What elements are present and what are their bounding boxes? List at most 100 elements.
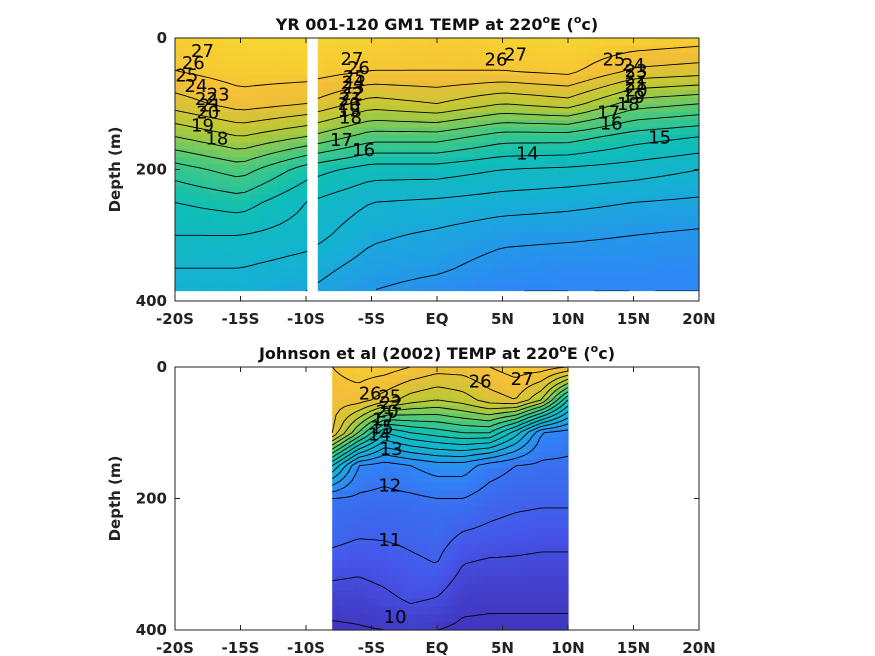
heat-cell	[437, 38, 447, 47]
heat-cell	[596, 268, 607, 277]
heat-cell	[315, 119, 326, 128]
heat-cell	[466, 397, 472, 407]
x-tick-label: EQ	[426, 639, 449, 656]
heat-cell	[496, 513, 502, 523]
heat-cell	[450, 560, 455, 569]
heat-cell	[416, 614, 422, 623]
heat-cell	[454, 583, 460, 592]
heat-cell	[370, 606, 375, 616]
heat-cell	[642, 52, 653, 61]
heat-cell	[614, 164, 625, 173]
heat-cell	[559, 498, 565, 507]
heat-cell	[433, 367, 439, 376]
heat-cell	[465, 105, 476, 114]
heat-cell	[555, 498, 561, 507]
heat-cell	[380, 216, 391, 225]
heat-cell	[193, 67, 204, 76]
heat-cell	[670, 105, 681, 114]
heat-cell	[399, 149, 410, 158]
heat-cell	[488, 529, 493, 538]
heat-cell	[268, 209, 279, 218]
heat-cell	[466, 560, 472, 569]
heat-cell	[403, 367, 409, 376]
heat-cell	[343, 179, 354, 188]
heat-cell	[496, 382, 502, 391]
heat-cell	[441, 428, 447, 438]
heat-cell	[287, 52, 298, 61]
heat-cell	[370, 575, 375, 585]
heat-cell	[412, 622, 418, 631]
heat-cell	[466, 583, 472, 592]
heat-cell	[418, 149, 429, 158]
heat-cell	[633, 142, 644, 151]
heat-cell	[465, 75, 476, 84]
heat-cell	[427, 52, 438, 61]
heat-cell	[493, 75, 504, 84]
heat-cell	[465, 45, 476, 54]
heat-cell	[362, 216, 373, 225]
heat-cell	[315, 261, 326, 270]
heat-cell	[365, 544, 371, 554]
heat-cell	[332, 599, 338, 608]
heat-cell	[465, 67, 476, 76]
heat-cell	[429, 622, 434, 631]
heat-cell	[315, 216, 326, 225]
heat-cell	[365, 490, 371, 500]
heat-cell	[689, 38, 700, 47]
heat-cell	[475, 614, 481, 623]
heat-cell	[483, 452, 489, 461]
heat-cell	[568, 194, 578, 203]
heat-cell	[446, 268, 457, 277]
heat-cell	[454, 568, 460, 577]
heat-cell	[380, 149, 391, 158]
heat-cell	[340, 382, 346, 391]
heat-cell	[521, 568, 527, 577]
heat-cell	[624, 82, 635, 91]
heat-cell	[458, 367, 464, 376]
heat-cell	[549, 45, 560, 54]
heat-cell	[558, 179, 569, 188]
heat-cell	[408, 45, 419, 54]
heat-cell	[474, 60, 485, 69]
heat-cell	[546, 367, 552, 376]
heat-cell	[509, 405, 514, 415]
heat-cell	[399, 428, 405, 438]
heat-cell	[336, 413, 342, 422]
heat-cell	[370, 483, 375, 492]
heat-cell	[509, 382, 514, 391]
heat-cell	[558, 45, 569, 54]
heat-cell	[380, 209, 391, 218]
heat-cell	[462, 390, 468, 399]
heat-cell	[465, 194, 476, 203]
heat-cell	[479, 614, 485, 623]
heat-cell	[689, 239, 700, 248]
heat-cell	[633, 157, 644, 166]
heat-cell	[249, 38, 260, 47]
heat-cell	[517, 583, 523, 592]
top-title-tail: E (	[550, 15, 574, 34]
heat-cell	[551, 521, 556, 531]
heat-cell	[370, 428, 375, 438]
heat-cell	[652, 105, 663, 114]
heat-cell	[365, 421, 371, 430]
contour-label: 26	[347, 58, 370, 79]
heat-cell	[517, 575, 523, 585]
heat-cell	[420, 490, 426, 500]
heat-cell	[399, 45, 410, 54]
heat-cell	[534, 483, 540, 492]
heat-cell	[577, 194, 588, 203]
heat-cell	[212, 127, 223, 136]
heat-cell	[296, 67, 307, 76]
heat-cell	[240, 67, 251, 76]
heat-cell	[386, 506, 392, 515]
heat-cell	[558, 253, 569, 262]
heat-cell	[371, 105, 382, 114]
heat-cell	[479, 390, 485, 399]
heat-cell	[689, 253, 700, 262]
heat-cell	[483, 179, 494, 188]
heat-cell	[399, 201, 410, 210]
heat-cell	[534, 459, 540, 469]
heat-cell	[231, 82, 242, 91]
heat-cell	[357, 575, 363, 585]
